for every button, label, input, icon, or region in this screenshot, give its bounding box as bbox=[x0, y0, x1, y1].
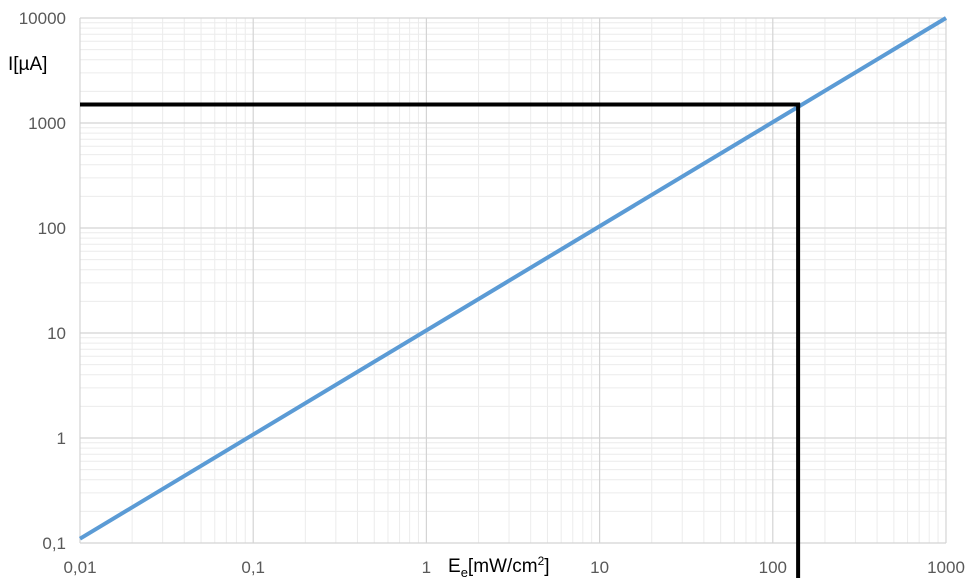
reference-lines bbox=[80, 102, 801, 578]
x-axis-title: Ee[mW/cm2] bbox=[448, 554, 550, 580]
y-tick-label: 10000 bbox=[19, 9, 66, 28]
x-tick-label: 0,01 bbox=[63, 558, 96, 577]
x-tick-label: 1000 bbox=[927, 558, 965, 577]
y-tick-label: 100 bbox=[38, 219, 66, 238]
x-tick-label: 0,1 bbox=[241, 558, 265, 577]
series-line bbox=[78, 16, 948, 541]
y-tick-label: 1000 bbox=[28, 114, 66, 133]
x-tick-label: 100 bbox=[759, 558, 787, 577]
y-tick-label: 1 bbox=[57, 429, 66, 448]
series-layer bbox=[78, 16, 948, 541]
x-axis-title-end: ] bbox=[544, 556, 549, 577]
x-tick-label: 1 bbox=[422, 558, 431, 577]
x-axis-title-sup: 2 bbox=[538, 554, 545, 568]
y-axis-title: I[µA] bbox=[8, 54, 47, 75]
y-tick-label: 10 bbox=[47, 324, 66, 343]
x-tick-labels: 0,01 0,1 1 10 100 1000 bbox=[63, 558, 964, 577]
y-tick-labels: 0,1 1 10 100 1000 10000 bbox=[19, 9, 66, 553]
y-tick-label: 0,1 bbox=[42, 534, 66, 553]
x-tick-label: 10 bbox=[590, 558, 609, 577]
x-axis-title-main: E bbox=[448, 556, 461, 577]
x-axis-title-rest: [mW/cm bbox=[468, 556, 538, 577]
x-axis-title-sub: e bbox=[461, 565, 468, 580]
